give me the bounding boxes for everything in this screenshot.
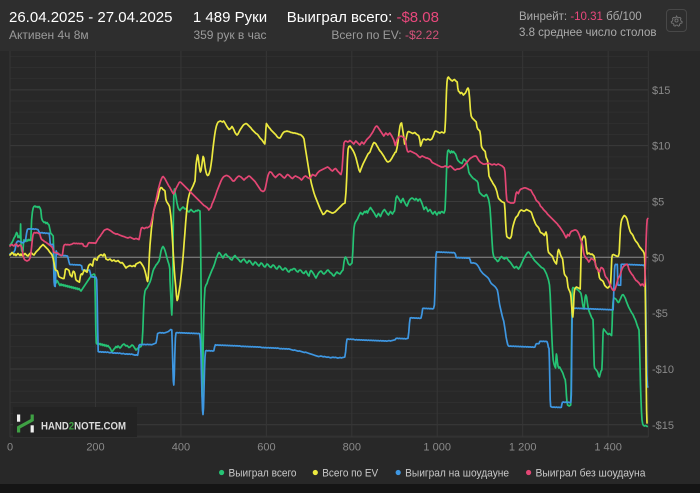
svg-text:1 200: 1 200 <box>509 442 537 454</box>
svg-text:-$15: -$15 <box>652 420 674 432</box>
svg-text:$10: $10 <box>652 141 670 153</box>
svg-text:1 400: 1 400 <box>594 442 622 454</box>
svg-text:-$5: -$5 <box>652 308 668 320</box>
svg-text:600: 600 <box>257 442 275 454</box>
svg-text:1 000: 1 000 <box>423 442 451 454</box>
svg-text:HAND2NOTE.COM: HAND2NOTE.COM <box>41 421 126 433</box>
svg-text:400: 400 <box>172 442 190 454</box>
svg-text:200: 200 <box>86 442 104 454</box>
svg-text:$15: $15 <box>652 85 670 97</box>
svg-text:Выиграл всего: Выиграл всего <box>229 468 297 480</box>
svg-text:Выиграл на шоудауне: Выиграл на шоудауне <box>405 468 509 480</box>
svg-text:800: 800 <box>343 442 361 454</box>
svg-text:-$10: -$10 <box>652 364 674 376</box>
svg-text:$5: $5 <box>652 197 664 209</box>
svg-text:Всего по EV: Всего по EV <box>322 468 379 480</box>
svg-text:$0: $0 <box>652 252 664 264</box>
svg-text:0: 0 <box>7 442 13 454</box>
svg-text:Выиграл без шоудауна: Выиграл без шоудауна <box>536 468 647 480</box>
